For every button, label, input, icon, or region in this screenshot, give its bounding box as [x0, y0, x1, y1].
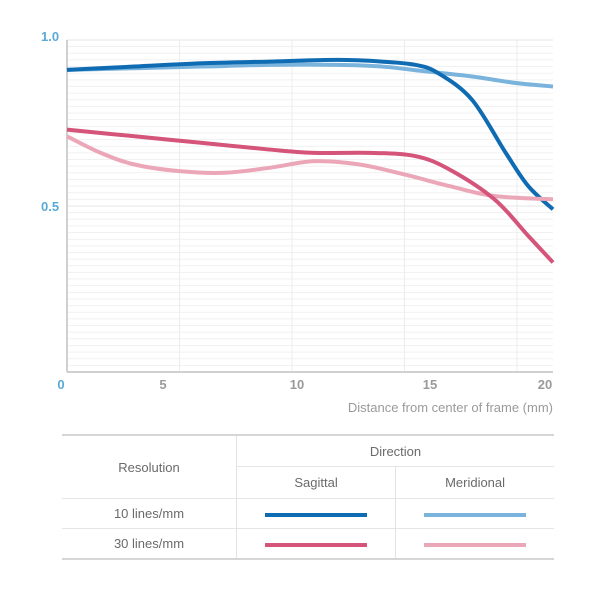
- x-tick-label-15: 15: [423, 377, 437, 392]
- legend-cell-30-meridional: [395, 528, 554, 559]
- x-tick-label-0: 0: [57, 377, 64, 392]
- series-10-sagittal: [66, 57, 555, 211]
- legend-swatch-10-sagittal: [265, 512, 368, 517]
- legend-swatch-30-sagittal: [265, 542, 368, 547]
- legend-header-direction: Direction: [369, 443, 422, 459]
- legend-cell-10-sagittal: [236, 498, 397, 529]
- legend-row-30: 30 lines/mm: [62, 528, 237, 559]
- x-tick-label-10: 10: [290, 377, 304, 392]
- legend-row-10: 10 lines/mm: [62, 498, 237, 529]
- legend-swatch-10-meridional: [424, 512, 527, 517]
- x-axis-title: Distance from center of frame (mm): [348, 400, 553, 415]
- mtf-chart: 1.0 0.5 0 5 10 15 20 Distance from cente…: [41, 29, 555, 415]
- series-30-meridional: [66, 134, 554, 202]
- grid-lines: [67, 39, 553, 372]
- legend-swatch-30-meridional: [424, 542, 527, 547]
- series-group: [66, 57, 555, 264]
- legend-sub-sagittal: Sagittal: [236, 466, 397, 499]
- y-tick-label-0: 0.5: [41, 199, 59, 214]
- legend-cell-30-sagittal: [236, 528, 397, 559]
- legend-cell-10-meridional: [395, 498, 554, 529]
- series-30-sagittal: [66, 127, 555, 264]
- x-tick-label-20: 20: [538, 377, 552, 392]
- y-tick-label-1: 1.0: [41, 29, 59, 44]
- series-10-meridional: [66, 62, 554, 89]
- legend-sub-meridional: Meridional: [395, 466, 554, 499]
- legend-header-resolution: Resolution: [62, 436, 237, 499]
- x-tick-label-5: 5: [159, 377, 166, 392]
- legend-table: Resolution Direction Sagittal Meridional…: [62, 434, 554, 561]
